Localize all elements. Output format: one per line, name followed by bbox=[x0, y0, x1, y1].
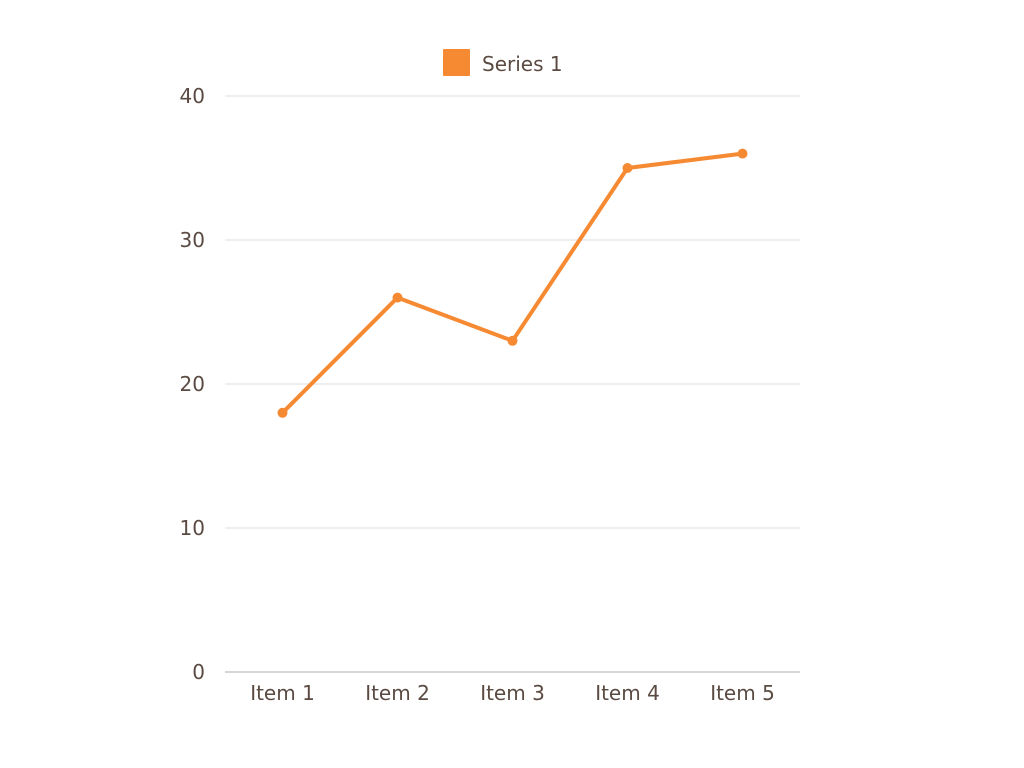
data-point[interactable] bbox=[507, 335, 518, 346]
x-tick-label: Item 1 bbox=[250, 681, 315, 705]
x-tick-label: Item 2 bbox=[365, 681, 430, 705]
gridlines bbox=[225, 95, 800, 673]
x-tick-label: Item 5 bbox=[710, 681, 775, 705]
series-group bbox=[277, 148, 748, 418]
series-line-1 bbox=[280, 151, 745, 415]
y-axis-tick-labels: 0 10 20 30 40 bbox=[180, 84, 205, 684]
data-point[interactable] bbox=[737, 148, 748, 159]
x-axis-tick-labels: Item 1 Item 2 Item 3 Item 4 Item 5 bbox=[250, 681, 775, 705]
legend-swatch-series-1 bbox=[443, 49, 470, 76]
data-point[interactable] bbox=[392, 292, 403, 303]
legend: Series 1 bbox=[443, 49, 563, 76]
y-tick-label: 10 bbox=[180, 516, 205, 540]
data-point[interactable] bbox=[277, 407, 288, 418]
y-tick-label: 40 bbox=[180, 84, 205, 108]
x-tick-label: Item 4 bbox=[595, 681, 660, 705]
y-tick-label: 30 bbox=[180, 228, 205, 252]
x-tick-label: Item 3 bbox=[480, 681, 545, 705]
legend-label-series-1: Series 1 bbox=[482, 52, 563, 76]
y-tick-label: 20 bbox=[180, 372, 205, 396]
y-tick-label: 0 bbox=[192, 660, 205, 684]
data-point[interactable] bbox=[622, 163, 633, 173]
